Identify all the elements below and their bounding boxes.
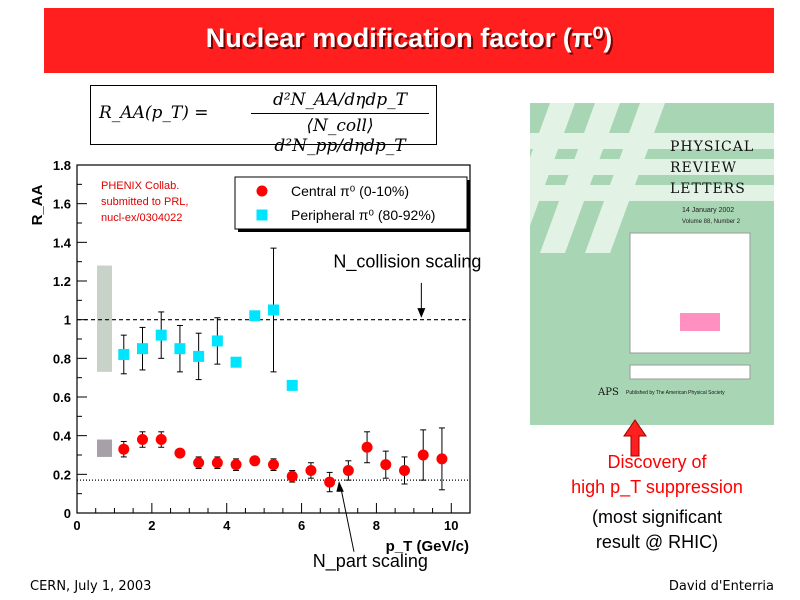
central-data-point [305,464,317,476]
y-tick-label: 1.6 [53,197,71,212]
legend-central-label: Central π⁰ (0-10%) [291,183,409,199]
central-data-point [436,453,448,465]
central-data-point [286,470,298,482]
phenix-annotation-line: PHENIX Collab. [101,180,179,192]
x-tick-label: 0 [73,518,80,533]
y-tick-label: 1 [64,313,71,328]
central-data-point [380,459,392,471]
y-axis-label: R_AA [29,184,46,225]
legend-central-marker [256,185,268,197]
central-data-point [268,459,279,471]
discovery-line-4: result @ RHIC) [595,532,719,552]
central-data-point [230,459,242,471]
discovery-line-1: Discovery of [607,452,707,472]
formula-lhs: R_AA(p_T) = [99,103,209,123]
x-tick-label: 2 [148,518,155,533]
central-data-point [118,443,130,455]
central-data-point [211,457,223,469]
discovery-line-2: high p_T suppression [571,477,743,497]
y-tick-label: 0 [64,506,71,521]
peripheral-data-point [193,350,205,362]
y-tick-label: 0.6 [53,390,71,405]
formula-numerator: d²N_AA/dηdp_T [251,90,429,114]
npart-scaling-label: N_part scaling [313,551,428,572]
journal-cover-art [530,103,774,380]
phenix-annotation-line: nucl-ex/0304022 [101,212,182,224]
peripheral-data-point [174,343,186,355]
peripheral-data-point [286,379,298,391]
journal-volume: Volume 88, Number 2 [682,219,741,225]
peripheral-data-point [268,304,279,316]
journal-title: PHYSICAL REVIEW LETTERS [670,137,754,200]
central-data-point [399,464,410,476]
y-tick-label: 0.4 [53,429,72,444]
central-data-point [342,464,354,476]
footer-right: David d'Enterria [668,579,774,594]
y-tick-label: 0.8 [53,351,71,366]
peripheral-data-point [230,356,242,368]
journal-title-line-3: LETTERS [670,181,746,197]
cover-figure [629,232,751,354]
footer-left: CERN, July 1, 2003 [30,579,152,594]
central-data-point [174,447,186,459]
peripheral-data-point [211,335,223,347]
legend-peripheral-label: Peripheral π⁰ (80-92%) [291,207,435,223]
x-axis-label: p_T (GeV/c) [386,538,469,555]
central-data-point [249,455,261,467]
y-tick-label: 1.8 [53,158,71,173]
central-data-point [417,449,429,461]
peripheral-data-point [249,310,261,322]
legend-peripheral-marker [256,209,268,221]
discovery-line-3: (most significant [591,507,723,527]
red-arrow-icon [623,419,647,457]
peripheral-systematic-band [97,265,112,372]
central-data-point [324,476,336,488]
raa-formula: R_AA(p_T) = d²N_AA/dηdp_T ⟨N_coll⟩ d²N_p… [90,85,437,156]
y-tick-label: 0.2 [53,467,71,482]
journal-date: 14 January 2002 [682,207,735,214]
npart-arrow-icon [336,481,344,492]
ncoll-arrow-icon [417,308,426,318]
formula-fraction: d²N_AA/dηdp_T ⟨N_coll⟩ d²N_pp/dηdp_T [251,90,429,156]
slide-title: Nuclear modification factor (π⁰) [205,23,613,53]
x-tick-label: 4 [223,518,231,533]
phenix-annotation-line: submitted to PRL, [101,196,188,208]
peripheral-data-point [137,343,148,355]
journal-title-line-1: PHYSICAL [670,139,755,155]
aps-logo: APS [598,387,619,398]
central-data-point [137,434,148,446]
central-data-point [155,434,167,446]
peripheral-data-point [118,348,130,360]
x-tick-label: 10 [444,518,458,533]
central-systematic-band [97,439,112,457]
title-banner: Nuclear modification factor (π⁰) [44,8,774,73]
x-tick-label: 8 [373,518,380,533]
raa-chart: 0 2 4 6 8 10 0 0.2 0.4 0.6 0.8 1 1.2 1.4 1.6 1.8 R_AA p_T… [29,158,481,572]
y-tick-label: 1.4 [53,235,72,250]
journal-cover: PHYSICAL REVIEW LETTERS 14 January 2002 … [530,103,774,425]
x-tick-label: 6 [298,518,305,533]
peripheral-data-point [155,329,167,341]
central-data-point [193,457,205,469]
npart-arrow-line [340,487,355,552]
journal-publisher: Published by The American Physical Socie… [626,390,725,396]
formula-denominator: ⟨N_coll⟩ d²N_pp/dηdp_T [274,116,406,156]
ncoll-scaling-label: N_collision scaling [333,251,481,272]
y-tick-label: 1.2 [53,274,71,289]
legend-box [234,176,468,230]
central-data-point [361,441,373,453]
journal-title-line-2: REVIEW [670,160,738,176]
